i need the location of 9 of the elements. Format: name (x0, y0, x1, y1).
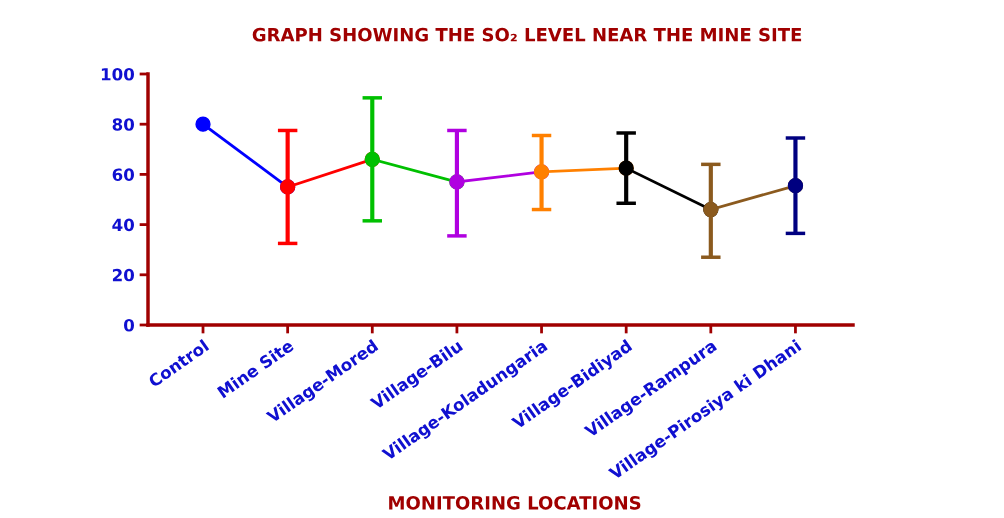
y-tick-label: 40 (112, 218, 135, 232)
x-axis-title: MONITORING LOCATIONS (389, 496, 641, 510)
y-tick-label: 0 (124, 318, 135, 332)
y-tick-label: 100 (101, 67, 135, 81)
chart-title: GRAPH SHOWING THE SO₂ LEVEL NEAR THE MINE SITE (252, 27, 802, 42)
y-tick-label: 20 (112, 268, 135, 282)
point (195, 116, 211, 132)
y-tick-label: 80 (112, 118, 135, 131)
y-tick-label: 60 (112, 168, 135, 181)
